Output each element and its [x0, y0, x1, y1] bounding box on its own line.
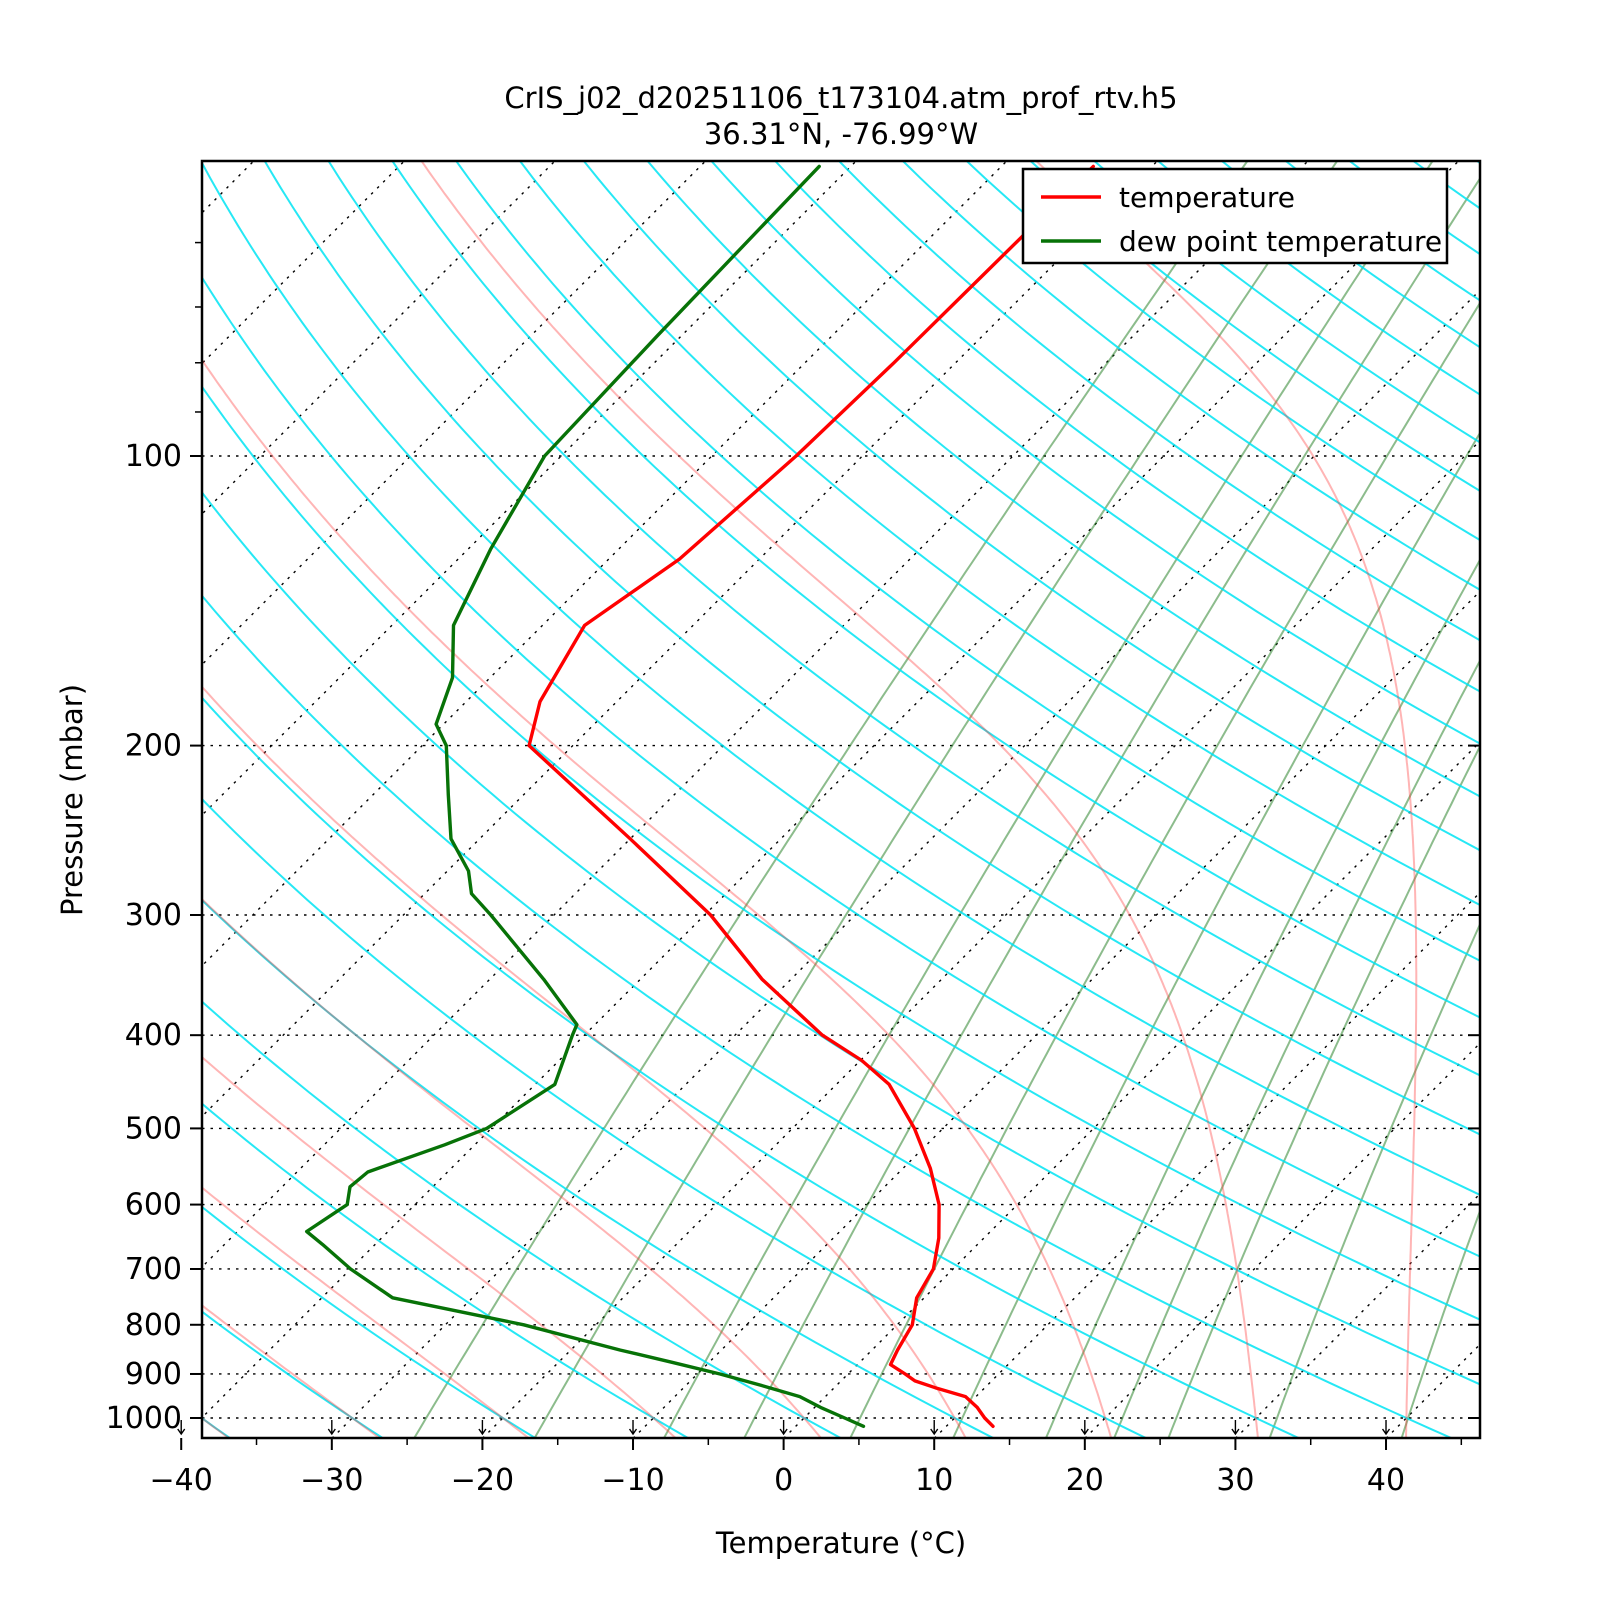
- x-tick-label: −10: [601, 1463, 664, 1498]
- chart-subtitle: 36.31°N, -76.99°W: [704, 117, 978, 151]
- y-tick-label: 100: [125, 439, 182, 474]
- dry-adiabat-lines: [202, 161, 1480, 1438]
- y-tick-label: 300: [125, 898, 182, 933]
- y-tick-label: 200: [125, 729, 182, 764]
- legend: temperature dew point temperature: [1021, 167, 1449, 265]
- x-tick-label: 10: [915, 1463, 953, 1498]
- mixing-ratio-lines: [413, 161, 1480, 1438]
- moist-adiabat-lines: [202, 161, 1418, 1438]
- y-tick-label: 600: [125, 1188, 182, 1223]
- y-tick-label: 800: [125, 1308, 182, 1343]
- y-tick-label: 900: [125, 1357, 182, 1392]
- temperature-curve: [527, 164, 1095, 1428]
- y-tick-label: 1000: [106, 1401, 182, 1436]
- legend-temperature-label: temperature: [1119, 181, 1295, 214]
- x-tick-label: 0: [774, 1463, 793, 1498]
- y-axis-label: Pressure (mbar): [55, 684, 89, 916]
- y-tick-label: 500: [125, 1111, 182, 1146]
- dew-point-curve: [305, 164, 866, 1428]
- y-tick-label: 700: [125, 1252, 182, 1287]
- isotherm-gridlines: [202, 161, 1480, 1438]
- x-tick-label: −40: [150, 1463, 213, 1498]
- y-tick-label: 400: [125, 1018, 182, 1053]
- x-tick-label: 40: [1367, 1463, 1405, 1498]
- x-tick-label: 30: [1216, 1463, 1254, 1498]
- x-tick-label: 20: [1066, 1463, 1104, 1498]
- x-tick-label: −30: [300, 1463, 363, 1498]
- x-axis-label: Temperature (°C): [715, 1526, 966, 1560]
- legend-box: [1021, 167, 1449, 265]
- legend-dewpoint-label: dew point temperature: [1119, 225, 1442, 258]
- isobar-gridlines: [202, 455, 1480, 1419]
- axes-frame: [177, 159, 1482, 1450]
- chart-title: CrIS_j02_d20251106_t173104.atm_prof_rtv.…: [504, 81, 1177, 115]
- x-tick-label: −20: [451, 1463, 514, 1498]
